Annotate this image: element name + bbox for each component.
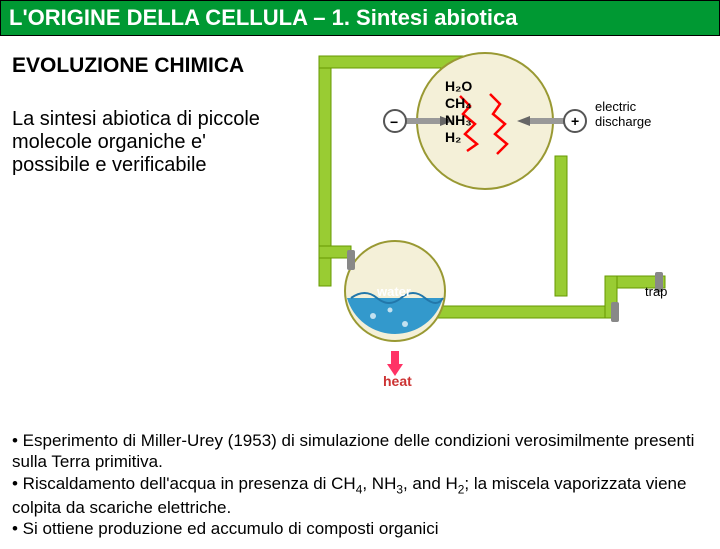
gas-ch4: CH₄ [445, 95, 472, 111]
heat-label: heat [383, 373, 412, 386]
bullet-2: • Riscaldamento dell'acqua in presenza d… [12, 473, 708, 519]
slide-title: L'ORIGINE DELLA CELLULA – 1. Sintesi abi… [9, 5, 517, 30]
bullet-3: • Si ottiene produzione ed accumulo di c… [12, 518, 708, 539]
gas-h2o: H₂O [445, 78, 472, 94]
electric-label-1: electric [595, 99, 637, 114]
miller-urey-diagram: − + H₂O CH₄ NH₃ H₂ electric discharge wa… [295, 46, 695, 386]
gas-nh3: NH₃ [445, 112, 472, 128]
bullet-list: • Esperimento di Miller-Urey (1953) di s… [0, 420, 720, 549]
body-paragraph: La sintesi abiotica di piccole molecole … [0, 88, 280, 187]
trap-label: trap [645, 284, 667, 299]
bullet-1: • Esperimento di Miller-Urey (1953) di s… [12, 430, 708, 473]
electrode-minus: − [390, 114, 398, 130]
electric-label-2: discharge [595, 114, 651, 129]
gas-h2: H₂ [445, 129, 461, 145]
slide-header: L'ORIGINE DELLA CELLULA – 1. Sintesi abi… [0, 0, 720, 36]
electrode-plus: + [571, 113, 579, 129]
water-label: water [376, 284, 411, 299]
